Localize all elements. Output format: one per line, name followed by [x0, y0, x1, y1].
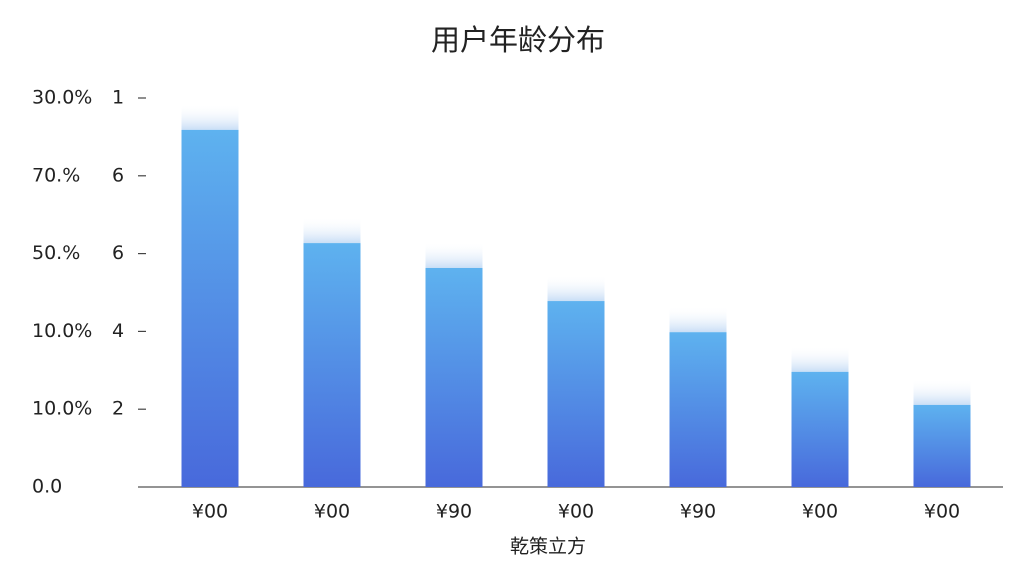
x-tick-label: ¥00: [802, 501, 838, 523]
bar: [303, 243, 361, 487]
y-tick-label: 10.0%: [32, 320, 92, 342]
x-tick-label: ¥00: [192, 501, 228, 523]
y-tick-label: 50.%: [32, 242, 80, 264]
bar: [547, 301, 605, 487]
bar-glow: [791, 345, 849, 372]
y-tick-label: 70.%: [32, 164, 80, 186]
bar: [181, 129, 239, 487]
x-tick-label: ¥00: [924, 501, 960, 523]
chart-title: 用户年龄分布: [431, 23, 605, 57]
y2-tick-label: 1: [112, 87, 124, 109]
x-tick-label: ¥00: [314, 501, 350, 523]
x-tick-label: ¥00: [558, 501, 594, 523]
bar-glow: [547, 275, 605, 302]
bar-glow: [303, 217, 361, 244]
bar: [425, 267, 483, 487]
y-tick-label: 0.0: [32, 476, 62, 498]
x-tick-label: ¥90: [680, 501, 716, 523]
bar: [669, 332, 727, 487]
y-tick-label: 30.0%: [32, 87, 92, 109]
bar: [791, 371, 849, 487]
x-axis-label: 乾策立方: [510, 536, 586, 558]
y2-tick-label: 4: [112, 320, 124, 342]
bar: [913, 404, 971, 487]
y-tick-label: 10.0%: [32, 398, 92, 420]
bar-glow: [181, 103, 239, 130]
y2-tick-label: 6: [112, 164, 124, 186]
bar-glow: [913, 378, 971, 405]
y2-tick-label: 2: [112, 398, 124, 420]
bar-glow: [425, 241, 483, 268]
x-tick-label: ¥90: [436, 501, 472, 523]
y2-tick-label: 6: [112, 242, 124, 264]
bar-glow: [669, 306, 727, 333]
